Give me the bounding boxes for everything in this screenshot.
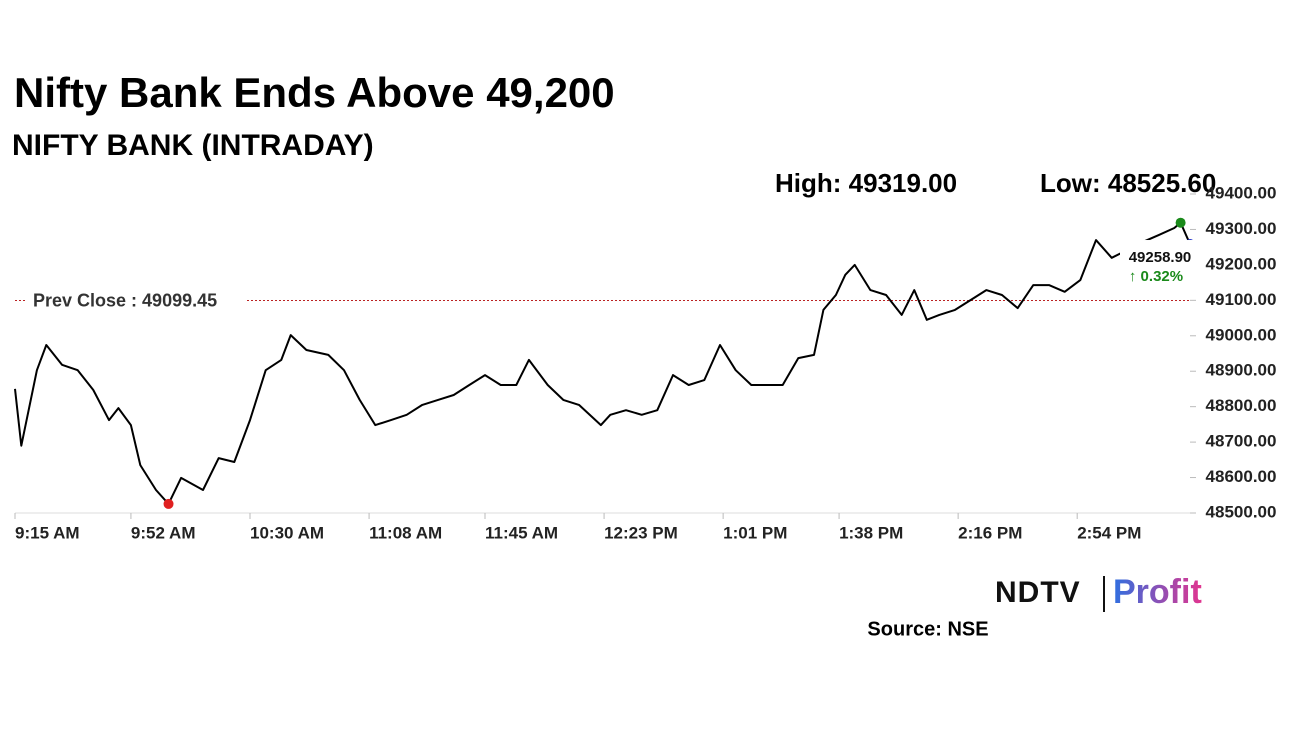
y-tick-label: 48800.00	[1206, 396, 1277, 415]
prev-close-bg	[26, 288, 246, 313]
source: Source: NSE	[867, 618, 988, 640]
low-marker	[163, 498, 174, 509]
y-tick-label: 48900.00	[1206, 361, 1277, 380]
x-tick-label: 11:08 AM	[369, 523, 442, 542]
x-tick-label: 10:30 AM	[250, 523, 324, 542]
chart-title: Nifty Bank Ends Above 49,200	[14, 69, 615, 116]
y-tick-label: 48600.00	[1206, 467, 1277, 486]
y-tick-label: 49400.00	[1206, 183, 1277, 202]
x-tick-label: 2:54 PM	[1077, 523, 1141, 542]
x-tick-label: 11:45 AM	[485, 523, 558, 542]
chart-subtitle: NIFTY BANK (INTRADAY)	[12, 129, 374, 162]
y-tick-label: 48500.00	[1206, 502, 1277, 521]
x-tick-label: 12:23 PM	[604, 523, 678, 542]
y-tick-label: 49100.00	[1206, 290, 1277, 309]
x-tick-label: 1:38 PM	[839, 523, 903, 542]
last-label: 49258.90	[1129, 249, 1192, 266]
low-label: Low: 48525.60	[1040, 168, 1216, 198]
high-label: High: 49319.00	[775, 168, 957, 198]
x-tick-label: 9:52 AM	[131, 523, 196, 542]
y-tick-label: 48700.00	[1206, 432, 1277, 451]
brand-product: Profit	[1113, 573, 1202, 611]
x-tick-label: 2:16 PM	[958, 523, 1022, 542]
high-marker	[1175, 217, 1186, 228]
y-tick-label: 49200.00	[1206, 254, 1277, 273]
last-label-bg	[1120, 240, 1200, 283]
x-tick-label: 1:01 PM	[723, 523, 787, 542]
x-tick-label: 9:15 AM	[15, 523, 80, 542]
change-label: ↑ 0.32%	[1129, 268, 1183, 285]
prev-close-label: Prev Close : 49099.45	[33, 290, 217, 310]
price-line	[14, 221, 1191, 505]
y-tick-label: 49000.00	[1206, 325, 1277, 344]
brand-name: NDTV	[995, 576, 1081, 609]
y-tick-label: 49300.00	[1206, 219, 1277, 238]
